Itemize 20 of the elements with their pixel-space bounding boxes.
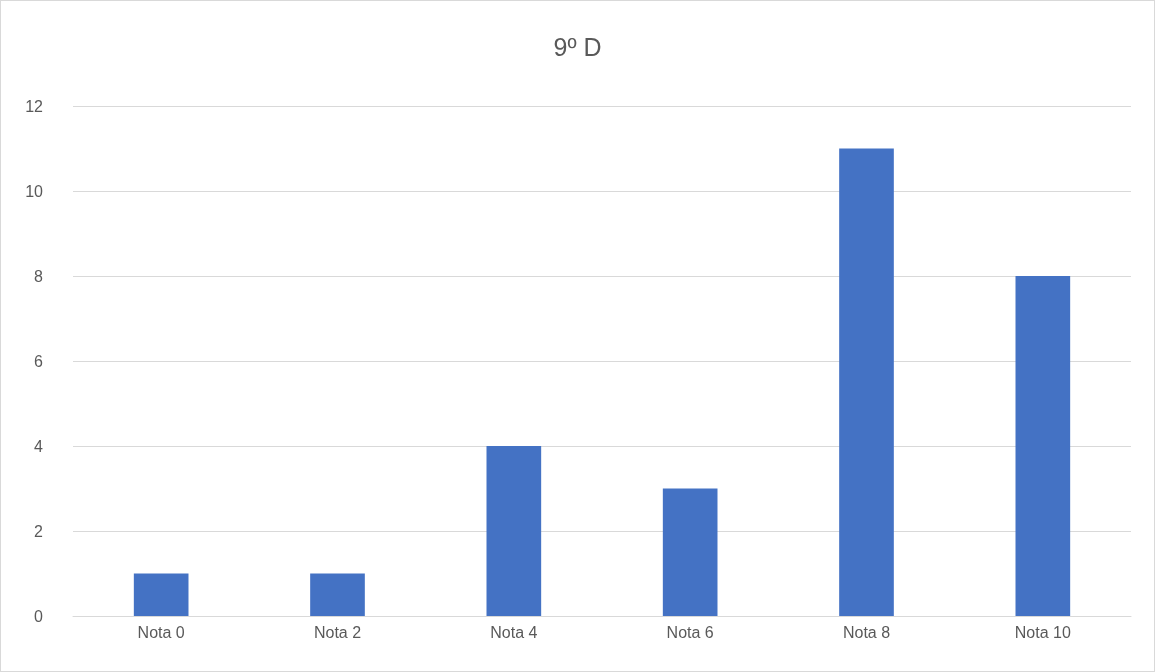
y-tick-label: 2 (34, 522, 44, 540)
bar (1015, 276, 1071, 616)
bar (310, 573, 365, 616)
y-tick-label: 12 (25, 97, 44, 115)
y-tick-label: 8 (34, 267, 44, 285)
x-tick-label: Nota 0 (137, 623, 185, 641)
chart-title: 9º D (553, 32, 602, 61)
x-tick-label: Nota 6 (666, 623, 714, 641)
bar (662, 488, 718, 616)
bar (133, 573, 189, 616)
x-tick-label: Nota 8 (842, 623, 891, 641)
x-tick-label: Nota 4 (490, 623, 538, 641)
x-tick-label: Nota 2 (313, 623, 362, 641)
x-tick-label: Nota 10 (1014, 623, 1071, 641)
bar (839, 148, 894, 616)
y-tick-label: 6 (34, 352, 44, 370)
y-tick-label: 10 (25, 182, 44, 200)
bar (486, 446, 542, 616)
y-tick-label: 0 (34, 607, 44, 625)
y-tick-label: 4 (34, 437, 44, 455)
